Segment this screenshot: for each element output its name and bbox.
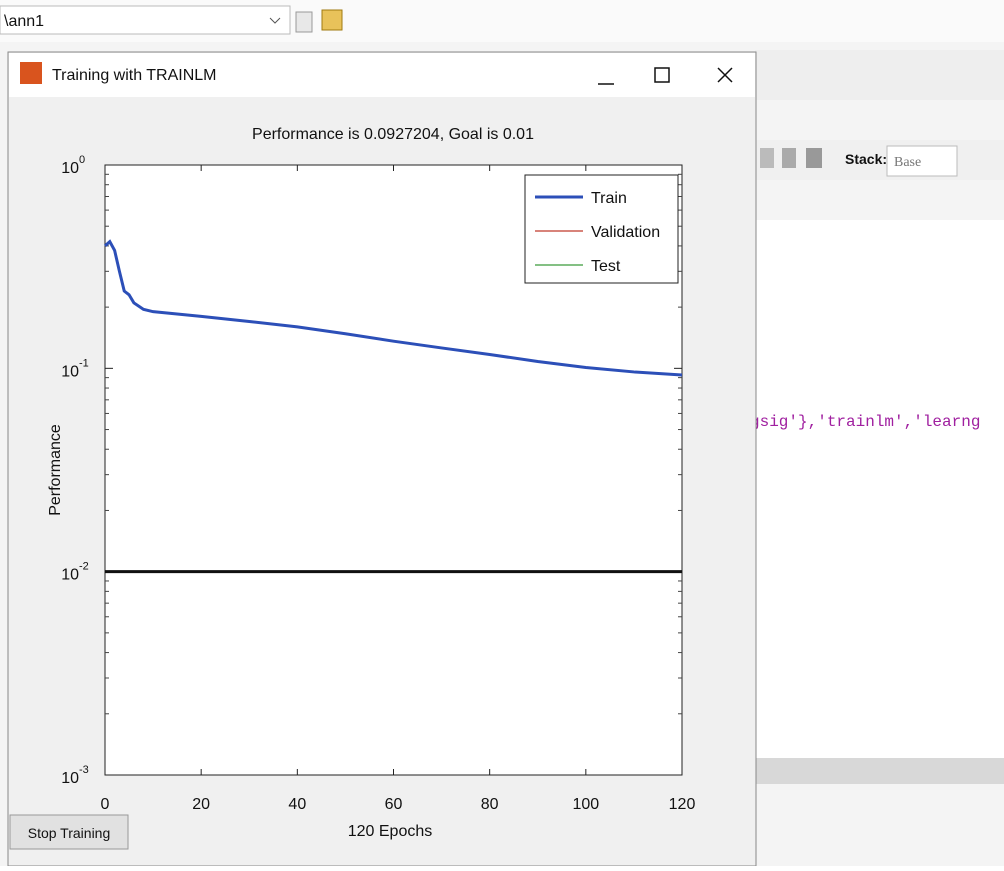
- app-icon: [20, 62, 42, 84]
- y-tick-label: 10: [61, 160, 79, 177]
- x-axis-label: 120 Epochs: [348, 823, 433, 840]
- stack-value: Base: [894, 155, 921, 170]
- dropdown-arrow: [269, 17, 281, 24]
- x-tick-label: 0: [101, 796, 110, 813]
- y-tick-exponent: -2: [79, 561, 89, 573]
- y-tick-exponent: 0: [79, 154, 85, 166]
- legend-label: Validation: [591, 224, 660, 241]
- stack-label: Stack:: [845, 151, 887, 167]
- editor-strip: [755, 140, 1004, 180]
- x-tick-label: 60: [385, 796, 403, 813]
- window-title: Training with TRAINLM: [52, 67, 217, 84]
- stop-training-label: Stop Training: [28, 825, 111, 841]
- series-line: [103, 239, 683, 377]
- x-tick-label: 100: [572, 796, 599, 813]
- editor-area: [755, 220, 1004, 760]
- y-axis-label: Performance: [47, 424, 64, 516]
- legend-label: Train: [591, 190, 627, 207]
- maximize-button[interactable]: [654, 67, 670, 83]
- path-combo[interactable]: [0, 5, 291, 35]
- browse-button[interactable]: [295, 11, 313, 33]
- title-bar: [9, 53, 755, 97]
- chart-title: Performance is 0.0927204, Goal is 0.01: [252, 126, 534, 143]
- code-line: gsig'},'trainlm','learng: [750, 413, 980, 431]
- y-tick-exponent: -1: [79, 357, 89, 369]
- stack-combo[interactable]: [886, 145, 958, 177]
- editor-toolbar: [755, 50, 1004, 100]
- y-tick-label: 10: [61, 363, 79, 380]
- x-tick-label: 40: [288, 796, 306, 813]
- y-tick-label: 10: [61, 567, 79, 584]
- path-text: \ann1: [4, 13, 44, 30]
- editor-scrollbar: [755, 758, 1004, 784]
- legend-label: Test: [591, 258, 621, 275]
- y-tick-label: 10: [61, 770, 79, 787]
- x-tick-label: 120: [669, 796, 696, 813]
- x-tick-label: 80: [481, 796, 499, 813]
- x-tick-label: 20: [192, 796, 210, 813]
- editor-icon[interactable]: [760, 148, 774, 168]
- chart: Performance is 0.0927204, Goal is 0.01 1…: [47, 126, 695, 840]
- editor-icon[interactable]: [782, 148, 796, 168]
- close-button[interactable]: [717, 67, 733, 83]
- y-tick-exponent: -3: [79, 764, 89, 776]
- stop-training-button[interactable]: [9, 814, 129, 850]
- folder-up-button[interactable]: [321, 9, 343, 31]
- editor-icon[interactable]: [806, 148, 822, 168]
